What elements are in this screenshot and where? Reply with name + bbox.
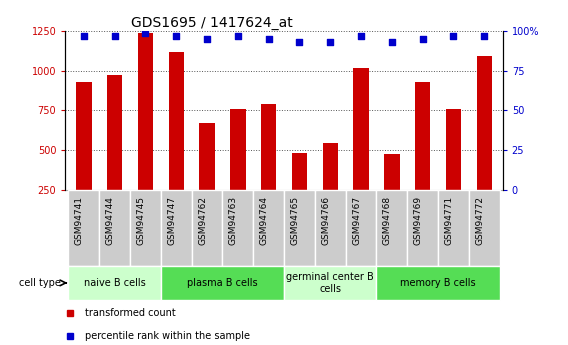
Bar: [199, 123, 215, 229]
Text: GSM94767: GSM94767: [352, 196, 361, 245]
Point: [357, 33, 366, 39]
Point: [479, 33, 488, 39]
Point: [387, 39, 396, 45]
Text: memory B cells: memory B cells: [400, 278, 476, 288]
Text: transformed count: transformed count: [85, 308, 176, 318]
Bar: [415, 82, 431, 229]
Point: [325, 39, 335, 45]
Bar: [169, 52, 184, 229]
Bar: [76, 82, 91, 229]
Bar: [261, 104, 276, 229]
Text: GSM94741: GSM94741: [75, 196, 84, 245]
Text: GSM94747: GSM94747: [167, 196, 176, 245]
Bar: [68, 190, 99, 266]
Bar: [223, 190, 253, 266]
Bar: [377, 266, 500, 300]
Bar: [99, 190, 130, 266]
Text: GDS1695 / 1417624_at: GDS1695 / 1417624_at: [131, 16, 293, 30]
Text: GSM94766: GSM94766: [321, 196, 330, 245]
Text: GSM94768: GSM94768: [383, 196, 392, 245]
Text: cell type: cell type: [19, 278, 61, 288]
Point: [172, 33, 181, 39]
Point: [418, 36, 427, 42]
Bar: [292, 153, 307, 229]
Point: [110, 33, 119, 39]
Text: GSM94765: GSM94765: [290, 196, 299, 245]
Point: [295, 39, 304, 45]
Bar: [161, 266, 284, 300]
Bar: [284, 266, 377, 300]
Bar: [345, 190, 377, 266]
Text: GSM94764: GSM94764: [260, 196, 269, 245]
Bar: [353, 68, 369, 229]
Bar: [68, 266, 161, 300]
Bar: [284, 190, 315, 266]
Bar: [469, 190, 500, 266]
Point: [233, 33, 243, 39]
Bar: [384, 154, 399, 229]
Text: GSM94744: GSM94744: [106, 196, 115, 245]
Point: [202, 36, 211, 42]
Text: GSM94745: GSM94745: [136, 196, 145, 245]
Point: [141, 30, 150, 36]
Bar: [438, 190, 469, 266]
Point: [80, 33, 89, 39]
Bar: [446, 109, 461, 229]
Bar: [407, 190, 438, 266]
Bar: [315, 190, 345, 266]
Point: [264, 36, 273, 42]
Bar: [191, 190, 223, 266]
Text: naive B cells: naive B cells: [83, 278, 145, 288]
Bar: [107, 75, 122, 229]
Text: GSM94763: GSM94763: [229, 196, 238, 245]
Text: GSM94762: GSM94762: [198, 196, 207, 245]
Bar: [253, 190, 284, 266]
Bar: [130, 190, 161, 266]
Bar: [477, 56, 492, 229]
Text: percentile rank within the sample: percentile rank within the sample: [85, 331, 250, 341]
Bar: [323, 143, 338, 229]
Text: plasma B cells: plasma B cells: [187, 278, 258, 288]
Bar: [230, 109, 245, 229]
Bar: [161, 190, 191, 266]
Bar: [377, 190, 407, 266]
Text: GSM94769: GSM94769: [414, 196, 423, 245]
Point: [449, 33, 458, 39]
Bar: [137, 33, 153, 229]
Text: GSM94772: GSM94772: [475, 196, 484, 245]
Text: GSM94771: GSM94771: [444, 196, 453, 245]
Text: germinal center B
cells: germinal center B cells: [286, 272, 374, 294]
